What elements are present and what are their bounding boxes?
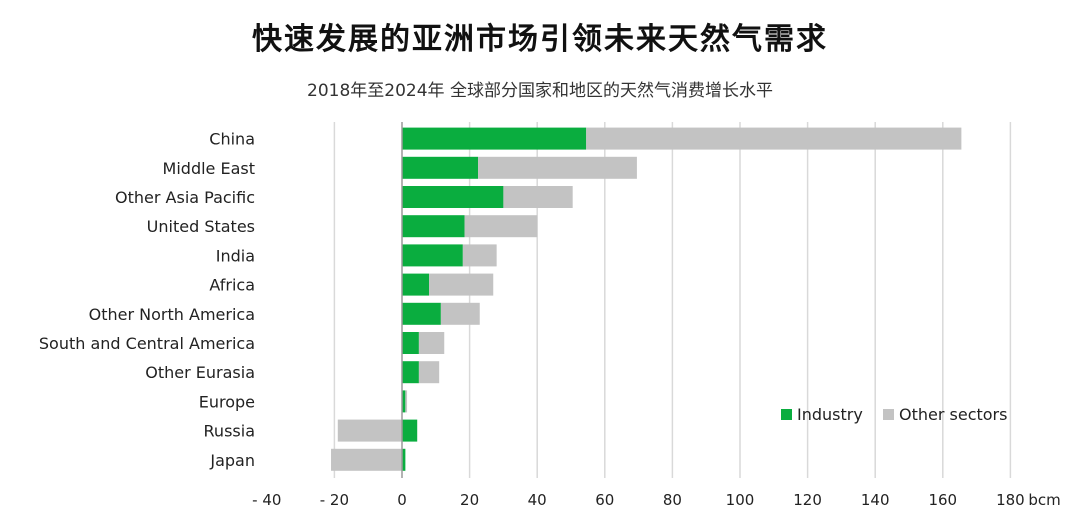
bar-segment	[586, 127, 962, 150]
category-label: China	[209, 130, 255, 149]
x-tick-label: 120	[793, 491, 822, 509]
category-label: Other North America	[89, 305, 255, 324]
bar-segment	[402, 361, 419, 384]
bar-segment	[402, 156, 479, 179]
legend-swatch	[883, 409, 894, 420]
bar-segment	[402, 186, 504, 208]
x-tick-label: 180	[996, 491, 1025, 509]
bar-segment	[402, 419, 418, 442]
bar-segment	[402, 302, 441, 325]
bar-segment	[402, 332, 419, 354]
x-axis-unit: bcm	[1028, 491, 1060, 509]
bar-segment	[405, 390, 408, 413]
category-label: Middle East	[163, 159, 255, 178]
bar-segment	[402, 127, 587, 150]
bar-segment	[429, 273, 494, 296]
category-label: United States	[147, 217, 255, 236]
bar-segment	[402, 215, 465, 238]
category-label: Africa	[209, 276, 255, 295]
bar-segment	[462, 244, 497, 267]
bar-segment	[418, 332, 445, 354]
bar-segment	[331, 448, 402, 471]
category-label: Russia	[204, 422, 255, 441]
bar-segment	[478, 156, 637, 179]
bar-segment	[402, 390, 406, 413]
bar-segment	[418, 361, 440, 384]
category-label: Other Asia Pacific	[115, 188, 255, 207]
category-label: Europe	[199, 392, 255, 411]
bar-segment	[503, 186, 573, 208]
category-label: South and Central America	[39, 334, 255, 353]
category-label: Other Eurasia	[145, 363, 255, 382]
x-tick-label: - 40	[252, 491, 281, 509]
x-tick-label: 40	[528, 491, 547, 509]
x-tick-label: 60	[595, 491, 614, 509]
x-tick-label: 0	[397, 491, 407, 509]
legend-label: Industry	[797, 405, 863, 424]
chart-title: 快速发展的亚洲市场引领未来天然气需求	[252, 22, 828, 57]
category-label: India	[216, 246, 255, 265]
chart-subtitle: 2018年至2024年 全球部分国家和地区的天然气消费增长水平	[307, 81, 773, 101]
category-label: Japan	[209, 451, 255, 470]
x-tick-label: 20	[460, 491, 479, 509]
legend-swatch	[781, 409, 792, 420]
legend-label: Other sectors	[899, 405, 1007, 424]
bar-segment	[402, 448, 406, 471]
x-tick-label: 80	[663, 491, 682, 509]
bar-segment	[402, 244, 463, 267]
bar-segment	[440, 302, 480, 325]
bar-segment	[402, 273, 430, 296]
x-tick-label: 160	[928, 491, 957, 509]
x-tick-label: 100	[726, 491, 755, 509]
x-tick-label: - 20	[320, 491, 349, 509]
x-tick-label: 140	[861, 491, 890, 509]
bar-segment	[337, 419, 402, 442]
bar-segment	[464, 215, 538, 238]
